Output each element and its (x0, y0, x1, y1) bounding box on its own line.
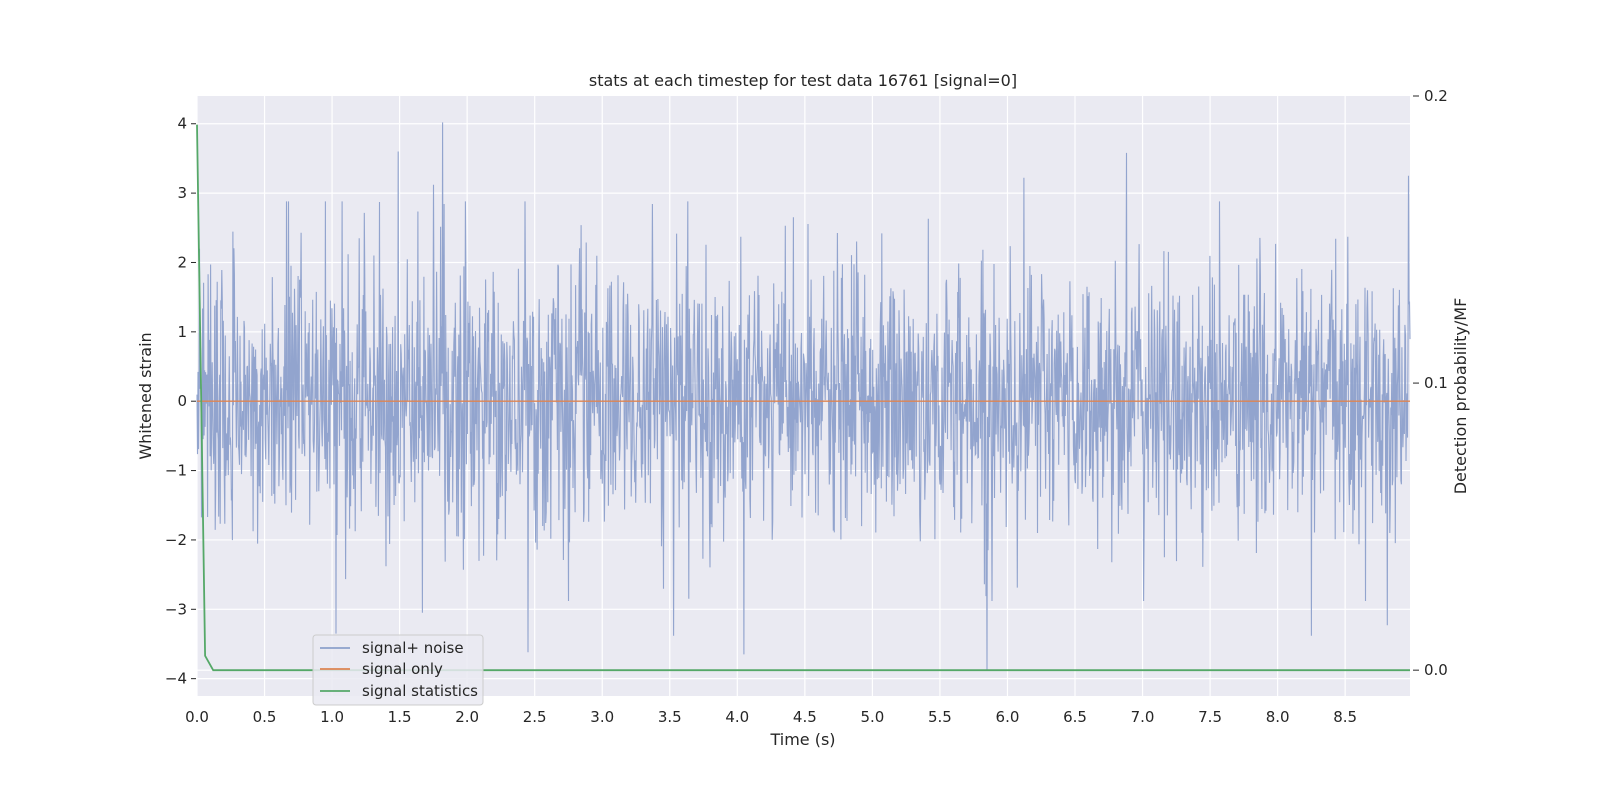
x-tick-label: 1.0 (320, 708, 344, 726)
legend-label-signal-noise: signal+ noise (362, 639, 464, 657)
y-tick-label: −1 (165, 462, 187, 480)
x-tick-label: 3.5 (658, 708, 682, 726)
x-axis-label: Time (s) (769, 730, 835, 749)
x-tick-label: 2.5 (523, 708, 547, 726)
line-series (196, 124, 1410, 672)
legend: signal+ noise signal only signal statist… (312, 634, 484, 706)
y-tick-label: 4 (177, 115, 187, 133)
legend-box (312, 634, 484, 706)
signal-noise-series (196, 122, 1411, 671)
legend-label-signal-only: signal only (362, 660, 443, 678)
x-tick-label: 1.5 (388, 708, 412, 726)
x-tick-label: 6.5 (1063, 708, 1087, 726)
x-tick-label: 4.5 (793, 708, 817, 726)
x-tick-label: 2.0 (455, 708, 479, 726)
y-tick-label: 3 (177, 184, 187, 202)
x-tick-label: 5.0 (860, 708, 884, 726)
x-tick-label: 8.5 (1333, 708, 1357, 726)
y-tick-label: 0 (177, 392, 187, 410)
x-tick-label: 0.0 (185, 708, 209, 726)
y2-tick-label: 0.0 (1424, 661, 1448, 679)
x-tick-label: 5.5 (928, 708, 952, 726)
chart-title: stats at each timestep for test data 167… (589, 71, 1017, 90)
signal-statistics-line (196, 124, 1410, 672)
x-tick-label: 3.0 (590, 708, 614, 726)
x-tick-label: 7.5 (1198, 708, 1222, 726)
y-axis-label: Whitened strain (136, 332, 155, 459)
legend-label-signal-statistics: signal statistics (362, 682, 478, 700)
x-tick-label: 7.0 (1131, 708, 1155, 726)
y2-axis-label: Detection probability/MF (1451, 298, 1470, 495)
x-tick-label: 0.5 (253, 708, 277, 726)
x-tick-label: 8.0 (1266, 708, 1290, 726)
x-tick-label: 4.0 (725, 708, 749, 726)
x-tick-label: 6.0 (996, 708, 1020, 726)
y-tick-label: 2 (177, 253, 187, 271)
y-tick-label: −2 (165, 531, 187, 549)
y-tick-label: 1 (177, 323, 187, 341)
y-tick-label: −3 (165, 600, 187, 618)
signal-noise-line (196, 122, 1411, 671)
y2-tick-label: 0.2 (1424, 87, 1448, 105)
tick-labels: 0.0 0.5 1.0 1.5 2.0 2.5 3.0 3.5 4.0 4.5 5.0 5.5 6.0 6… (165, 87, 1448, 726)
y2-tick-label: 0.1 (1424, 374, 1448, 392)
y-tick-label: −4 (165, 670, 187, 688)
